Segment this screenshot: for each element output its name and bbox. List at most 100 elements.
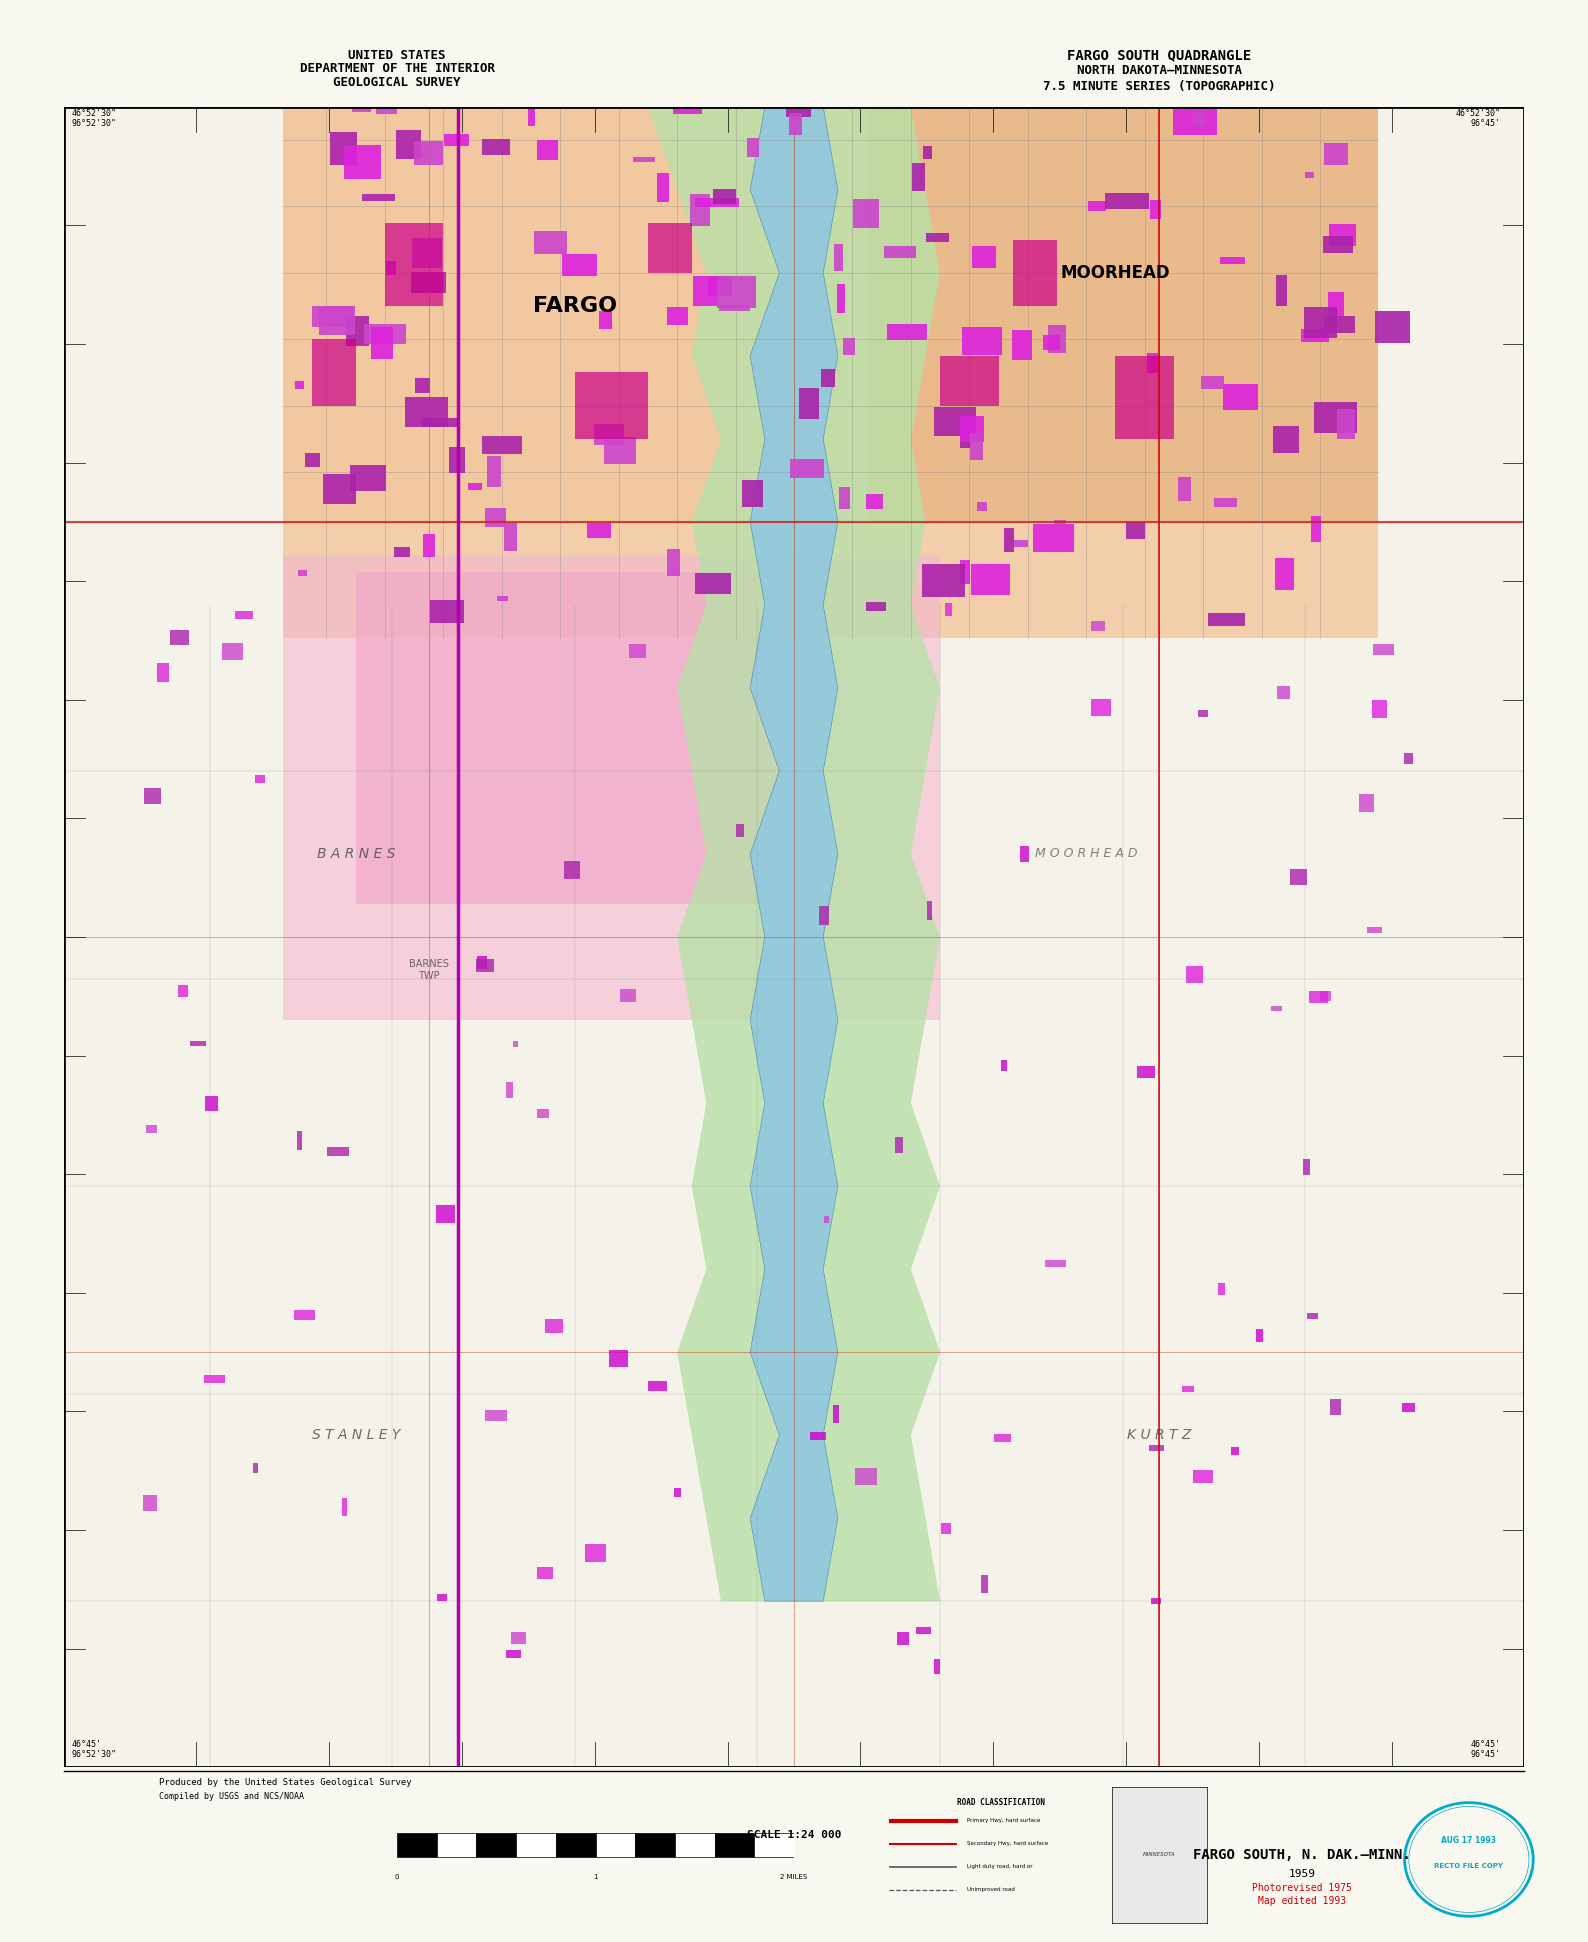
Text: 46°45'
96°52'30": 46°45' 96°52'30" <box>71 1740 116 1759</box>
Bar <box>1174 109 1216 134</box>
Bar <box>970 563 1010 594</box>
Bar <box>497 596 508 602</box>
Bar <box>330 132 357 165</box>
Bar <box>1274 425 1299 452</box>
Bar <box>856 1468 877 1486</box>
Polygon shape <box>750 107 838 1600</box>
Bar <box>299 571 308 577</box>
Text: B A R N E S: B A R N E S <box>316 847 395 860</box>
Text: Produced by the United States Geological Survey: Produced by the United States Geological… <box>159 1779 411 1787</box>
Bar <box>1301 330 1329 342</box>
Bar <box>575 373 648 439</box>
Bar <box>1054 520 1067 524</box>
Bar <box>505 1651 521 1658</box>
Bar <box>1199 711 1208 717</box>
Bar <box>1032 524 1073 552</box>
Bar <box>411 272 446 293</box>
Bar <box>1305 173 1313 179</box>
Bar <box>295 381 305 388</box>
Text: FARGO: FARGO <box>534 295 616 317</box>
Bar <box>675 1488 681 1497</box>
Bar <box>1213 497 1237 507</box>
Bar <box>319 305 354 336</box>
Bar <box>1193 99 1205 126</box>
Bar <box>191 1041 206 1047</box>
Bar <box>481 437 522 454</box>
Bar <box>364 324 407 344</box>
Bar <box>322 474 356 505</box>
Bar <box>1323 235 1353 252</box>
Bar <box>1375 311 1410 344</box>
Bar <box>1359 794 1375 812</box>
Bar <box>205 1095 219 1111</box>
Bar <box>972 247 996 268</box>
Bar <box>468 484 481 489</box>
Bar <box>867 107 1378 522</box>
Bar <box>834 1404 838 1423</box>
Bar <box>1181 1387 1194 1392</box>
Bar <box>897 1633 910 1645</box>
Bar <box>507 1082 513 1099</box>
Bar <box>748 138 759 157</box>
Text: 46°52'30"
96°45': 46°52'30" 96°45' <box>1456 109 1501 128</box>
Text: UNITED STATES: UNITED STATES <box>348 49 446 62</box>
Bar <box>341 1497 348 1517</box>
Bar <box>1021 847 1029 862</box>
Bar <box>981 1575 988 1592</box>
Bar <box>534 231 567 254</box>
Bar <box>1321 990 1331 1000</box>
Bar <box>143 1495 157 1511</box>
Text: MINNESOTA: MINNESOTA <box>1143 1853 1175 1857</box>
Bar <box>422 418 459 427</box>
Bar <box>170 629 189 645</box>
Bar <box>1151 1598 1161 1604</box>
Bar <box>586 522 611 538</box>
Bar <box>145 788 160 804</box>
Bar <box>715 1833 754 1857</box>
Bar <box>1337 410 1355 439</box>
Bar <box>370 326 392 359</box>
Text: Map edited 1993: Map edited 1993 <box>1258 1895 1347 1907</box>
Bar <box>413 239 443 268</box>
Text: MOORHEAD: MOORHEAD <box>1061 264 1170 282</box>
Bar <box>1186 965 1202 983</box>
Text: FARGO SOUTH, N. DAK.–MINN.: FARGO SOUTH, N. DAK.–MINN. <box>1193 1847 1412 1862</box>
Bar <box>737 823 745 837</box>
Bar <box>1324 317 1355 334</box>
Text: 46°45'
96°45': 46°45' 96°45' <box>1470 1740 1501 1759</box>
Bar <box>1091 699 1112 717</box>
Bar <box>961 423 972 449</box>
Bar <box>621 988 635 1002</box>
Bar <box>481 140 510 155</box>
Bar <box>537 1109 548 1119</box>
Bar <box>256 775 265 783</box>
Bar <box>362 194 395 202</box>
Bar <box>629 645 646 658</box>
Bar <box>1304 1159 1310 1175</box>
Bar <box>1275 557 1294 590</box>
Bar <box>1372 699 1386 719</box>
Bar <box>1091 621 1105 631</box>
Bar <box>1402 1402 1415 1412</box>
Bar <box>311 340 356 406</box>
Bar <box>1137 1066 1154 1078</box>
Bar <box>810 1431 826 1439</box>
Bar <box>1324 142 1348 165</box>
Bar <box>386 262 395 276</box>
Bar <box>283 107 940 522</box>
Bar <box>865 602 886 610</box>
Bar <box>945 602 953 616</box>
Bar <box>376 99 397 115</box>
Polygon shape <box>648 107 940 1600</box>
Bar <box>1150 200 1161 219</box>
Bar <box>635 1833 675 1857</box>
Bar <box>305 452 319 466</box>
Bar <box>940 355 999 406</box>
Bar <box>1193 1470 1213 1484</box>
Bar <box>513 1041 518 1047</box>
Bar <box>235 612 252 619</box>
Bar <box>1310 517 1321 542</box>
Text: 1959: 1959 <box>1288 1868 1316 1880</box>
Text: Compiled by USGS and NCS/NOAA: Compiled by USGS and NCS/NOAA <box>159 1792 303 1800</box>
Bar <box>1043 336 1059 350</box>
